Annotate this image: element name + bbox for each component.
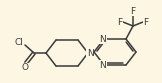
Text: F: F <box>117 18 123 26</box>
Text: F: F <box>130 6 136 16</box>
Text: Cl: Cl <box>15 38 23 46</box>
Text: F: F <box>143 18 149 26</box>
Text: N: N <box>87 48 93 58</box>
Text: O: O <box>22 63 29 72</box>
Text: N: N <box>100 61 106 69</box>
Text: N: N <box>100 35 106 43</box>
